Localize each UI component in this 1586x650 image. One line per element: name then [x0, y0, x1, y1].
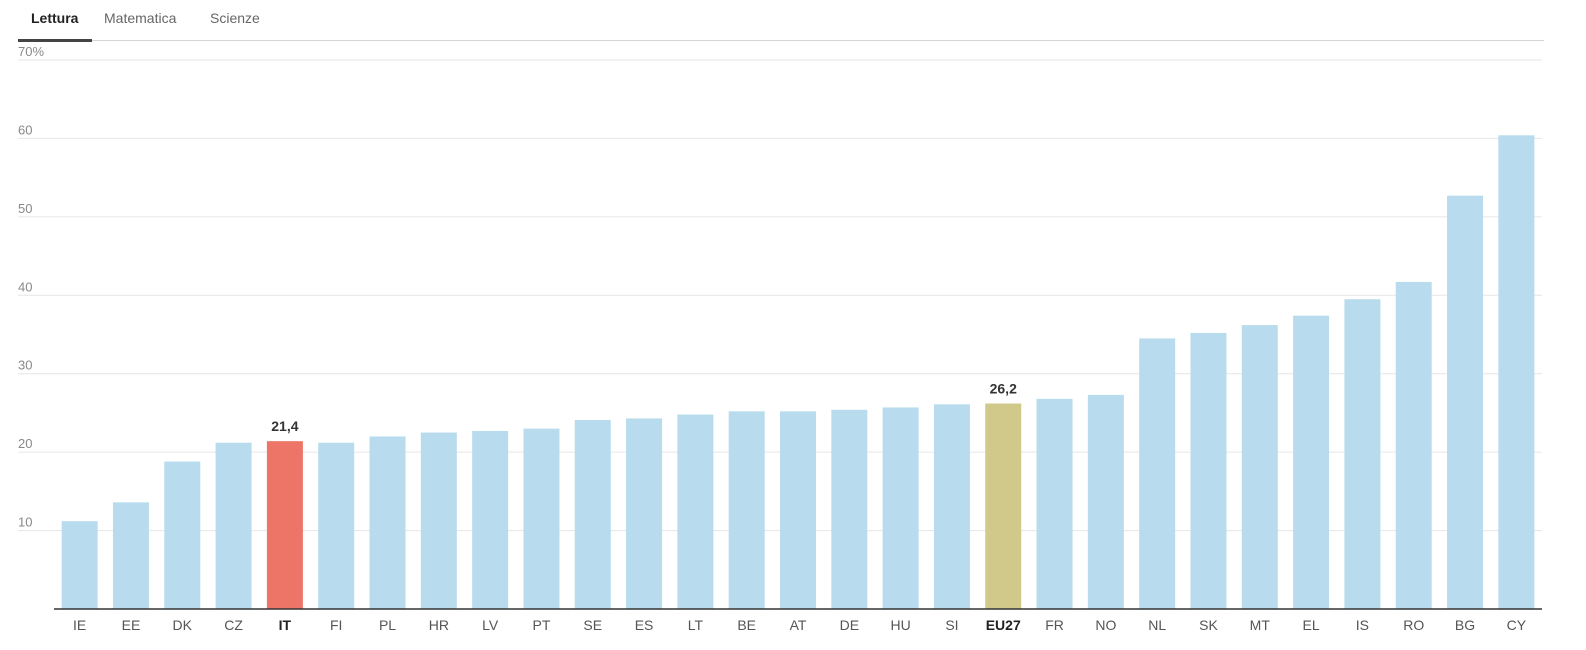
- bar-de: [831, 409, 868, 609]
- bar-sk: [1190, 332, 1227, 609]
- x-tick-label: IT: [279, 617, 292, 633]
- bar-fr: [1036, 398, 1073, 609]
- x-tick-label: SK: [1199, 617, 1218, 633]
- bar-lv: [472, 430, 509, 609]
- x-tick-label: DE: [840, 617, 859, 633]
- x-tick-label: SE: [583, 617, 602, 633]
- bar-bg: [1447, 195, 1484, 609]
- x-tick-label: SI: [945, 617, 958, 633]
- x-tick-label: LV: [482, 617, 499, 633]
- bar-fi: [318, 442, 355, 609]
- x-tick-label: IS: [1356, 617, 1369, 633]
- y-tick-label: 10: [18, 515, 32, 530]
- x-tick-label: DK: [173, 617, 193, 633]
- x-tick-label: MT: [1250, 617, 1271, 633]
- x-tick-label: EE: [122, 617, 141, 633]
- x-tick-label: FR: [1045, 617, 1064, 633]
- active-tab-indicator: [18, 39, 92, 42]
- bar-it: [266, 441, 303, 609]
- bar-pl: [369, 436, 406, 609]
- tab-matematica[interactable]: Matematica: [104, 10, 177, 26]
- y-tick-label: 40: [18, 279, 32, 294]
- bar-cz: [215, 442, 252, 609]
- bar-ie: [61, 521, 98, 609]
- bar-si: [933, 404, 970, 609]
- bar-cy: [1498, 135, 1535, 609]
- x-tick-label: NL: [1148, 617, 1166, 633]
- tab-bar: Lettura Matematica Scienze: [18, 0, 1544, 42]
- x-tick-label: HU: [891, 617, 911, 633]
- y-tick-label: 50: [18, 201, 32, 216]
- bar-mt: [1241, 325, 1278, 609]
- y-tick-label: 60: [18, 122, 32, 137]
- y-tick-label: 70%: [18, 44, 44, 59]
- bar-ee: [112, 502, 149, 609]
- bar-ro: [1395, 281, 1432, 609]
- x-tick-label: EL: [1303, 617, 1320, 633]
- x-tick-label: RO: [1403, 617, 1424, 633]
- x-tick-label: CZ: [224, 617, 243, 633]
- data-label: 26,2: [990, 381, 1017, 397]
- bar-el: [1293, 315, 1330, 609]
- x-tick-label: EU27: [986, 617, 1021, 633]
- x-tick-label: NO: [1095, 617, 1116, 633]
- bar-nl: [1139, 338, 1176, 609]
- bar-pt: [523, 428, 560, 609]
- tab-lettura[interactable]: Lettura: [31, 10, 79, 26]
- x-tick-label: BE: [737, 617, 756, 633]
- x-tick-label: BG: [1455, 617, 1475, 633]
- x-tick-label: CY: [1507, 617, 1527, 633]
- x-tick-label: AT: [790, 617, 807, 633]
- bar-lt: [677, 414, 714, 609]
- bar-at: [780, 411, 816, 609]
- x-tick-label: PL: [379, 617, 396, 633]
- bar-hu: [882, 407, 919, 609]
- bar-eu27: [985, 403, 1022, 609]
- bar-es: [626, 418, 663, 609]
- bar-no: [1087, 394, 1124, 609]
- bar-dk: [164, 461, 201, 609]
- bar-be: [728, 411, 765, 609]
- tab-scienze[interactable]: Scienze: [210, 10, 260, 26]
- x-tick-label: PT: [533, 617, 551, 633]
- x-tick-label: ES: [635, 617, 654, 633]
- bar-hr: [420, 432, 457, 609]
- y-tick-label: 20: [18, 436, 32, 451]
- x-tick-label: FI: [330, 617, 342, 633]
- x-tick-label: IE: [73, 617, 86, 633]
- x-tick-label: HR: [429, 617, 449, 633]
- data-label: 21,4: [271, 418, 298, 434]
- x-tick-label: LT: [688, 617, 704, 633]
- y-tick-label: 30: [18, 358, 32, 373]
- bar-se: [574, 419, 611, 609]
- bar-is: [1344, 299, 1381, 609]
